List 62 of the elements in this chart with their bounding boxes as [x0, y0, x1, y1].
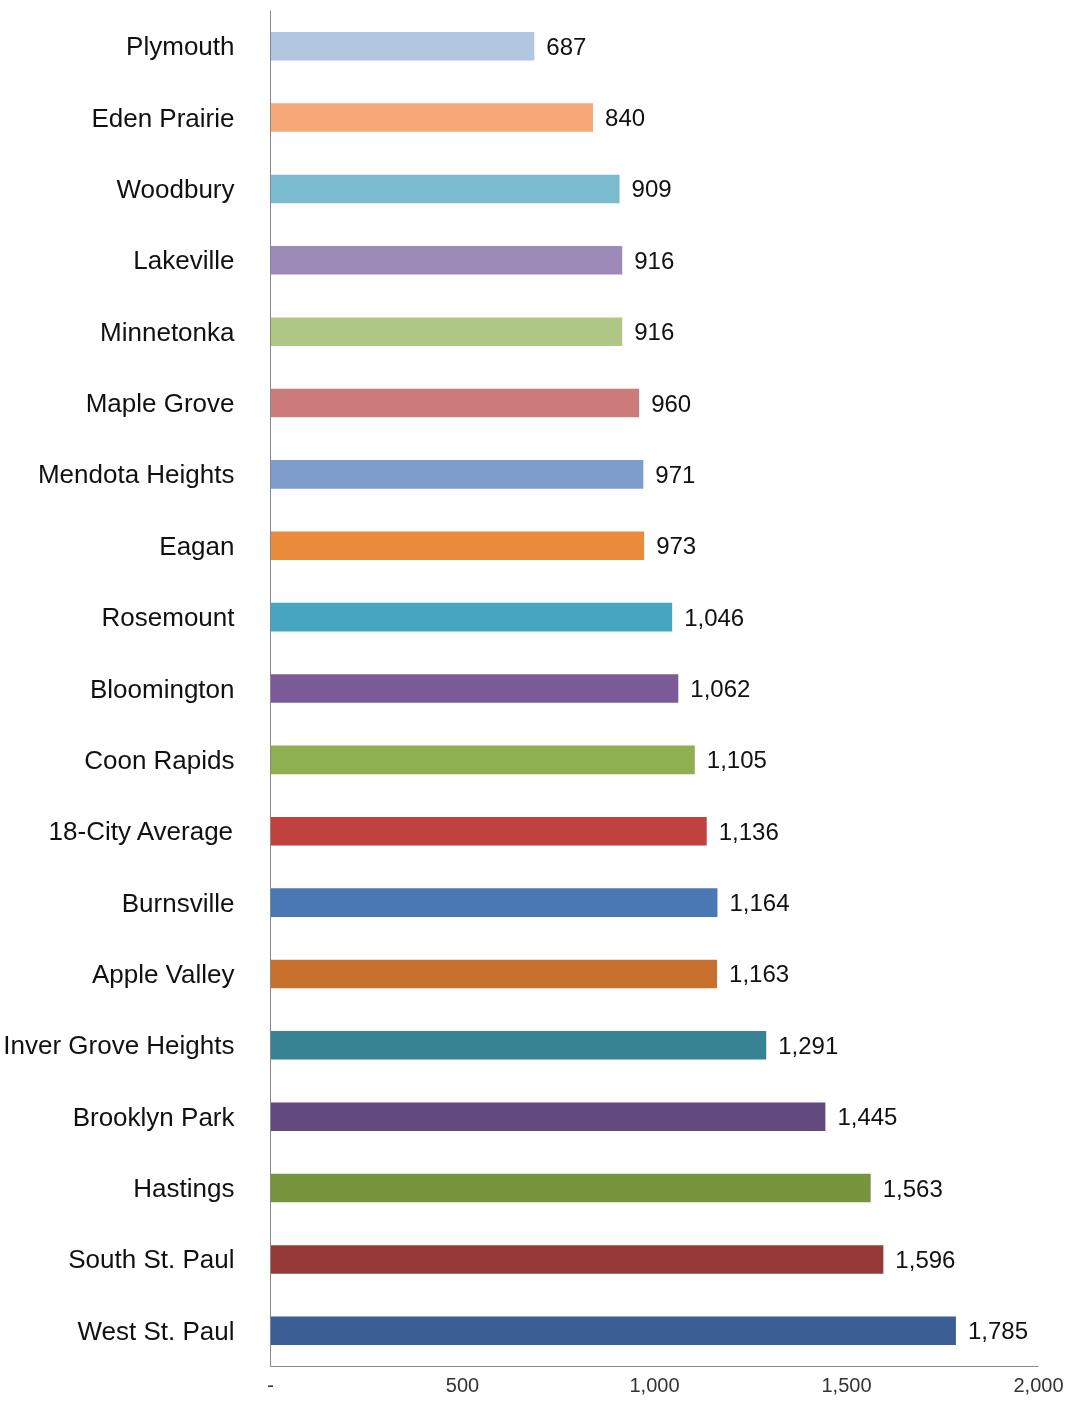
y-tick-label: Coon Rapids: [84, 744, 235, 775]
x-tick-label: -: [267, 1373, 274, 1396]
bar: [270, 246, 623, 275]
bar: [270, 1245, 884, 1274]
y-tick-label: Lakeville: [133, 245, 235, 276]
bar: [270, 531, 645, 561]
x-tick-label: 2,000: [1013, 1373, 1064, 1396]
data-label: 1,062: [690, 675, 751, 702]
y-tick-label: Bloomington: [89, 673, 235, 704]
bar: [270, 745, 695, 775]
y-tick-label: 18-City Average: [48, 816, 234, 847]
bar: [270, 174, 620, 204]
bar: [270, 816, 707, 846]
bar: [270, 388, 640, 418]
data-label: 840: [605, 104, 646, 132]
y-tick-label: West St. Paul: [77, 1315, 235, 1346]
y-tick-label: Eden Prairie: [91, 102, 235, 133]
bar: [270, 1102, 826, 1131]
y-tick-label: Burnsville: [121, 887, 235, 918]
y-tick-label: Minnetonka: [100, 316, 236, 347]
bar: [270, 103, 594, 132]
bar: [270, 31, 535, 61]
y-tick-label: Hastings: [133, 1173, 235, 1204]
data-label: 1,291: [778, 1031, 839, 1059]
x-tick-label: 1,000: [629, 1373, 680, 1396]
data-label: 1,136: [718, 817, 779, 845]
bar: [270, 959, 718, 989]
y-tick-label: Brooklyn Park: [72, 1101, 236, 1132]
bar: [270, 460, 644, 489]
bar: [270, 888, 718, 917]
bar: [270, 1031, 767, 1060]
y-tick-label: Mendota Heights: [37, 459, 235, 490]
data-label: 1,785: [967, 1317, 1028, 1345]
data-label: 1,163: [729, 960, 790, 988]
y-tick-label: Rosemount: [101, 602, 236, 633]
y-tick-label: Maple Grove: [85, 388, 235, 419]
data-label: 1,563: [882, 1174, 943, 1202]
data-label: 973: [656, 532, 697, 560]
bar: [270, 1173, 871, 1203]
y-tick-label: Woodbury: [116, 173, 235, 204]
data-label: 1,105: [706, 746, 767, 774]
data-label: 960: [651, 389, 692, 417]
data-label: 1,046: [684, 603, 745, 631]
y-tick-label: Inver Grove Heights: [3, 1030, 235, 1061]
y-tick-label: South St. Paul: [68, 1244, 235, 1275]
y-tick-label: Eagan: [159, 530, 235, 561]
data-label: 909: [631, 175, 672, 203]
data-label: 916: [634, 318, 675, 346]
data-label: 1,445: [837, 1103, 898, 1131]
bar: [270, 674, 679, 703]
data-label: 971: [655, 460, 696, 488]
data-label: 687: [546, 32, 587, 60]
bar: [270, 602, 673, 632]
data-label: 1,164: [729, 889, 790, 917]
data-label: 1,596: [895, 1245, 956, 1273]
y-tick-label: Apple Valley: [91, 958, 235, 989]
x-tick-label: 1,500: [821, 1373, 872, 1396]
x-tick-label: 500: [445, 1373, 480, 1396]
data-label: 916: [634, 246, 675, 274]
y-tick-label: Plymouth: [126, 31, 235, 62]
bar: [270, 1316, 956, 1346]
bar: [270, 317, 623, 346]
